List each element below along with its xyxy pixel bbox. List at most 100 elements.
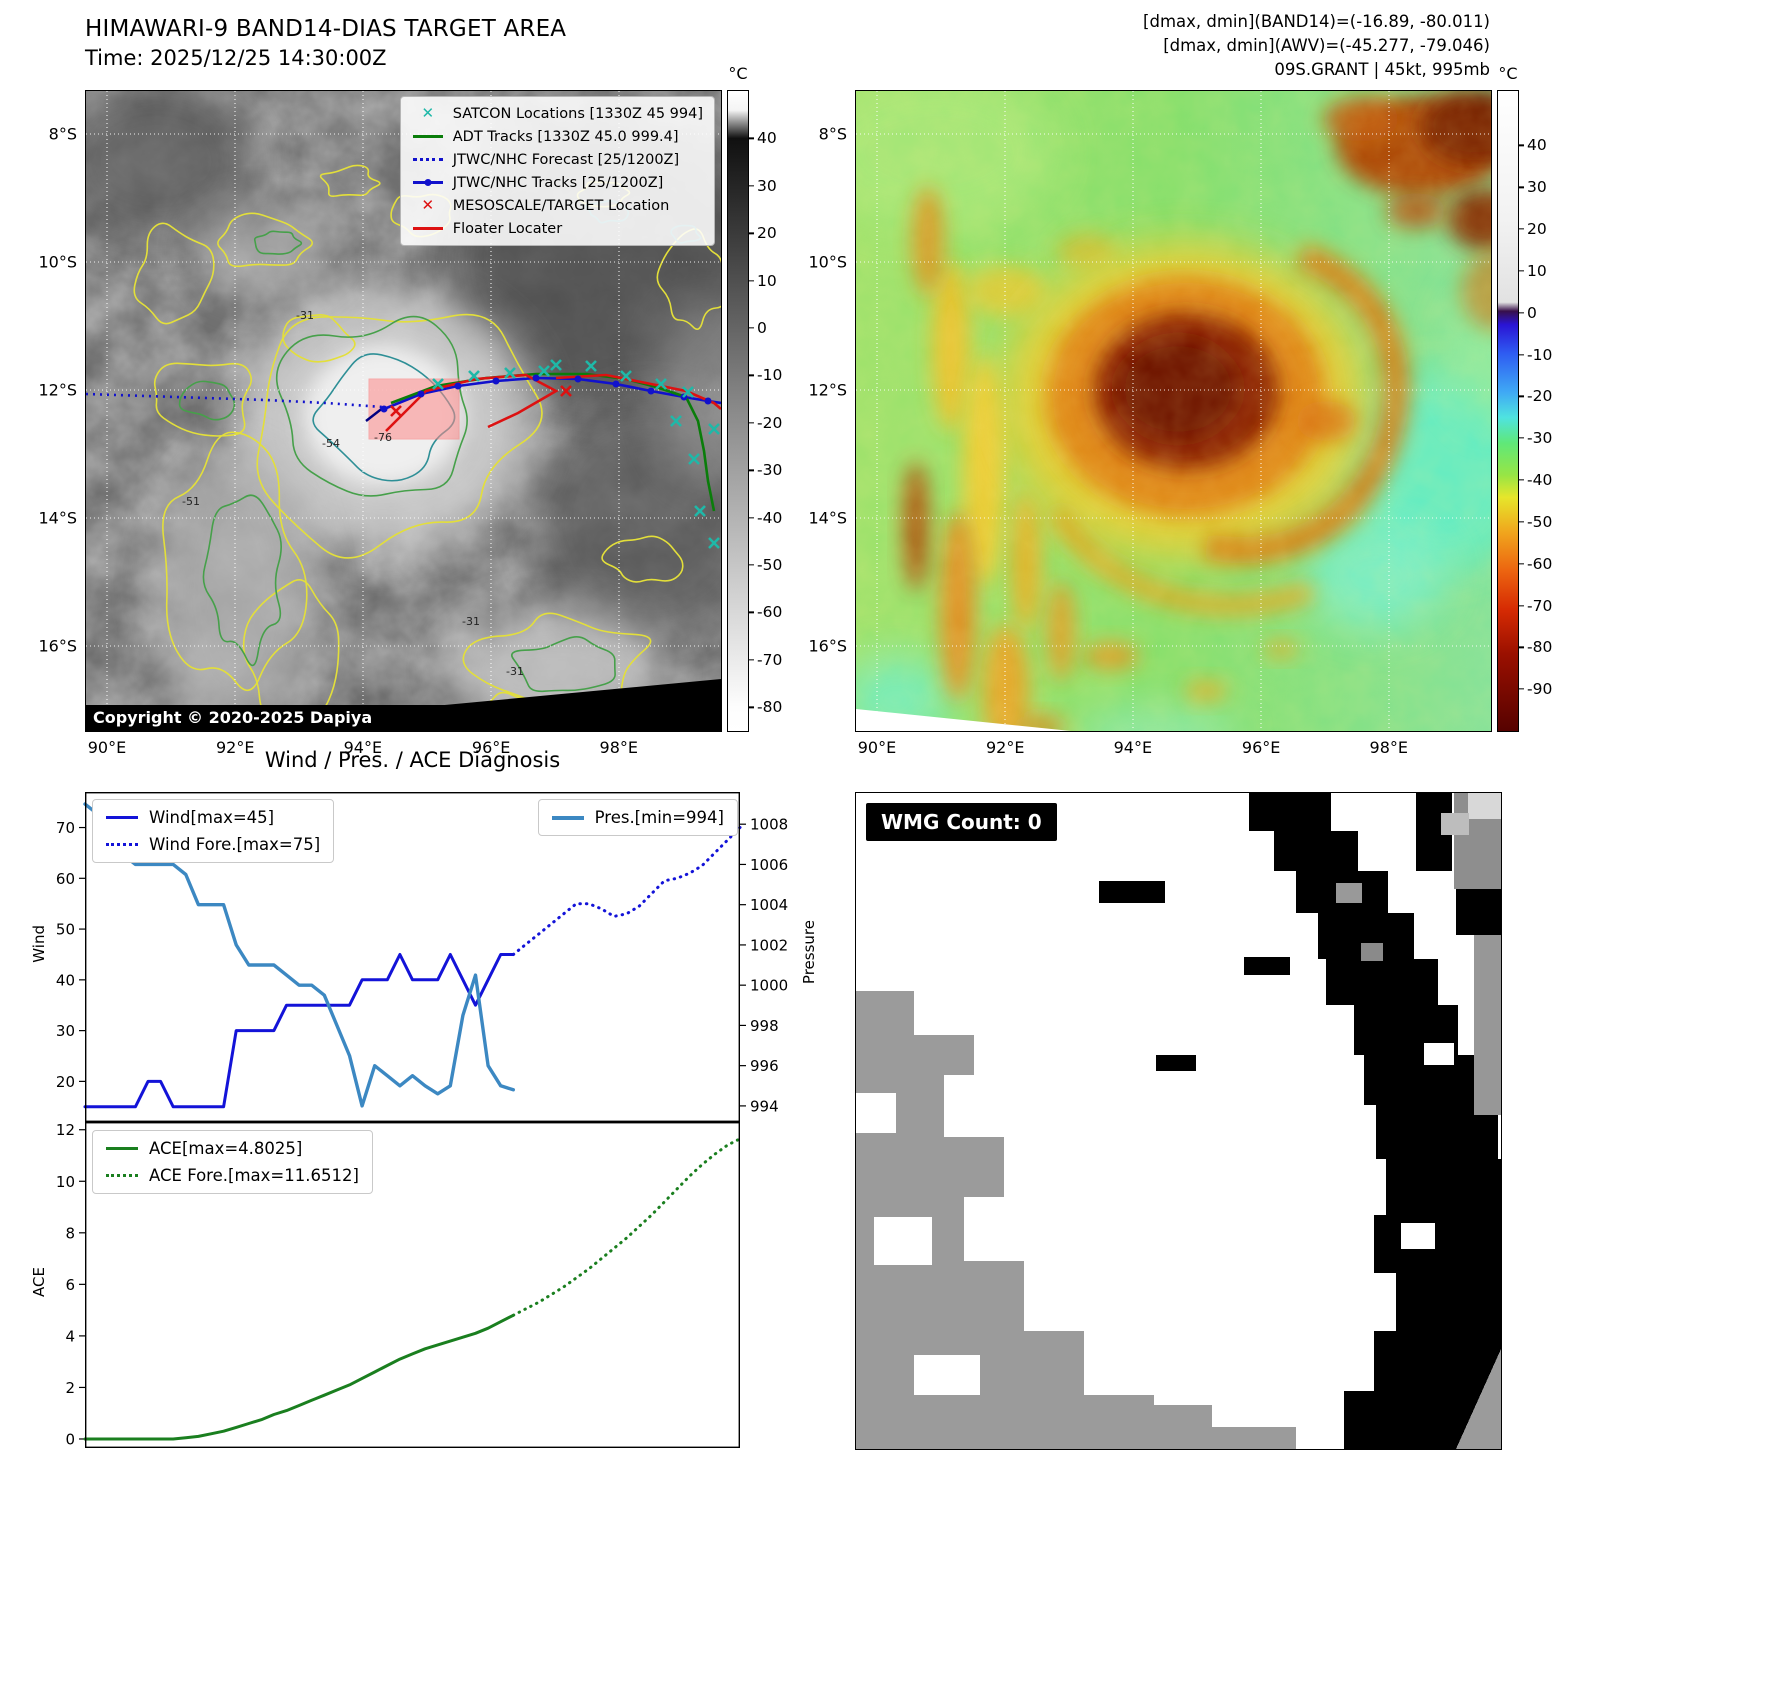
legend-label: JTWC/NHC Tracks [25/1200Z] (452, 174, 664, 191)
ace-axis-label: ACE (30, 1267, 48, 1297)
legend-item-wind-forecast: Wind Fore.[max=75] (106, 835, 320, 854)
x-tick-label: 90°E (87, 738, 127, 757)
right-axis-tick: 998 (750, 1017, 779, 1035)
svg-text:-51: -51 (182, 495, 200, 508)
colorbar-tick-label: -20 (757, 413, 783, 432)
left-axis-tick: 60 (56, 870, 75, 888)
right-panel-header: [dmax, dmin](BAND14)=(-16.89, -80.011) [… (1143, 10, 1490, 82)
colorbar-tick-label: -80 (757, 698, 783, 717)
awv-colorbar: °C 40 30 20 10 0 -10 -20 -30 -40 -50 -60 -70 -80 -90 (1497, 64, 1552, 732)
colorbar-tick (748, 564, 754, 566)
band14-colorbar: °C 40 30 20 10 0 -10 -20 -30 -40 -50 -60 -70 -80 (727, 64, 782, 732)
no-data-wedge (856, 709, 1071, 731)
colorbar-tick-label: 20 (1527, 220, 1547, 239)
x-tick-label: 92°E (215, 738, 255, 757)
copyright-bar: Copyright © 2020-2025 Dapiya (86, 705, 721, 731)
no-data-wedge (434, 679, 721, 706)
colorbar-tick (1518, 312, 1524, 314)
x-tick-label: 98°E (1369, 738, 1408, 757)
blue-solid-line-icon (106, 816, 138, 819)
x-tick-label: 92°E (985, 738, 1025, 757)
colorbar-unit: °C (728, 64, 748, 83)
blue-line-dot-icon (412, 181, 443, 184)
wmg-mask-image (856, 793, 1501, 1449)
colorbar-tick (1518, 479, 1524, 481)
colorbar-tick (1518, 353, 1524, 356)
colorbar-tick (1518, 604, 1524, 607)
red-x-marker-icon: ✕ (421, 196, 435, 214)
x-tick-label: 90°E (857, 738, 897, 757)
y-tick-label: 8°S (818, 124, 847, 144)
pressure-legend: Pres.[min=994] (537, 799, 738, 836)
left-panel-header: HIMAWARI-9 BAND14-DIAS TARGET AREA Time:… (85, 16, 566, 70)
green-solid-line-icon (106, 1147, 138, 1150)
left-axis-tick: 12 (56, 1121, 75, 1139)
x-tick-label: 96°E (471, 738, 511, 757)
colorbar-tick (748, 279, 754, 282)
legend-label: SATCON Locations [1330Z 45 994] (452, 105, 703, 122)
map-legend: ✕ SATCON Locations [1330Z 45 994] ADT Tr… (399, 96, 715, 246)
texture-overlay (856, 91, 1491, 731)
svg-text:-31: -31 (462, 615, 480, 628)
colorbar-tick (748, 422, 754, 424)
svg-text:-54: -54 (322, 437, 340, 450)
wind-axis-label: Wind (30, 925, 48, 963)
right-axis-tick: 1002 (750, 936, 788, 954)
legend-label: Wind[max=45] (149, 808, 275, 827)
colorbar-tick (748, 611, 754, 614)
band14-map-panel: -31 -54 -76 -31 -31 -51 ✕ SATCON Locatio… (38, 90, 722, 757)
colorbar-tick-label: -20 (1527, 387, 1553, 406)
legend-item-ace-forecast: ACE Fore.[max=11.6512] (106, 1166, 359, 1185)
series-line (83, 953, 515, 1109)
colorbar-tick-label: 30 (1527, 178, 1547, 197)
jtwc-forecast-line (86, 392, 383, 409)
wmg-count-badge: WMG Count: 0 (866, 803, 1057, 841)
colorbar-tick-label: -70 (1527, 596, 1553, 615)
legend-label: ACE Fore.[max=11.6512] (149, 1166, 359, 1185)
left-axis-tick: 50 (56, 921, 75, 939)
legend-label: Pres.[min=994] (594, 808, 724, 827)
colorbar-tick (1518, 646, 1524, 648)
diagnosis-title: Wind / Pres. / ACE Diagnosis (264, 748, 561, 772)
colorbar-tick (748, 469, 754, 471)
y-tick-label: 16°S (808, 636, 847, 656)
x-tick-label: 98°E (599, 738, 638, 757)
colorbar-tick-label: 10 (757, 271, 777, 290)
colorbar-tick-label: 20 (757, 224, 777, 243)
panel-timestamp: Time: 2025/12/25 14:30:00Z (85, 46, 387, 70)
right-axis-tick: 1006 (750, 856, 788, 874)
colorbar-tick-label: -40 (757, 508, 783, 527)
colorbar-tick-label: 40 (1527, 136, 1547, 155)
colorbar-tick-label: 30 (757, 176, 777, 195)
y-tick-label: 14°S (808, 508, 847, 528)
left-axis-tick: 2 (65, 1379, 75, 1397)
latlon-grid (856, 91, 1491, 731)
legend-label: ADT Tracks [1330Z 45.0 999.4] (452, 128, 679, 145)
y-tick-label: 8°S (48, 124, 77, 144)
legend-label: MESOSCALE/TARGET Location (452, 197, 670, 214)
colorbar-tick-label: 0 (757, 319, 767, 338)
red-line-icon (412, 227, 443, 230)
colorbar-tick-label: -30 (757, 461, 783, 480)
colorbar-tick (1518, 437, 1524, 439)
left-axis-tick: 8 (65, 1224, 75, 1242)
blue-dotted-line-icon (412, 158, 443, 161)
green-line-icon (412, 135, 443, 138)
left-axis-tick: 10 (56, 1173, 75, 1191)
colorbar-tick (748, 185, 754, 187)
legend-label: JTWC/NHC Forecast [25/1200Z] (452, 151, 680, 168)
floater-line-2 (555, 373, 721, 410)
y-tick-label: 12°S (38, 380, 77, 400)
legend-item-satcon: ✕ SATCON Locations [1330Z 45 994] (412, 104, 703, 123)
colorbar-unit: °C (1498, 64, 1518, 83)
green-dotted-line-icon (106, 1174, 138, 1177)
blue-dotted-line-icon (106, 843, 138, 846)
legend-item-floater: Floater Locater (412, 219, 703, 238)
grayscale-gradient (728, 91, 748, 731)
storm-id-intensity: 09S.GRANT | 45kt, 995mb (1274, 59, 1490, 79)
legend-label: Wind Fore.[max=75] (149, 835, 321, 854)
panel-title: HIMAWARI-9 BAND14-DIAS TARGET AREA (85, 16, 567, 42)
colorbar-tick (748, 659, 754, 661)
y-tick-label: 10°S (808, 252, 847, 272)
